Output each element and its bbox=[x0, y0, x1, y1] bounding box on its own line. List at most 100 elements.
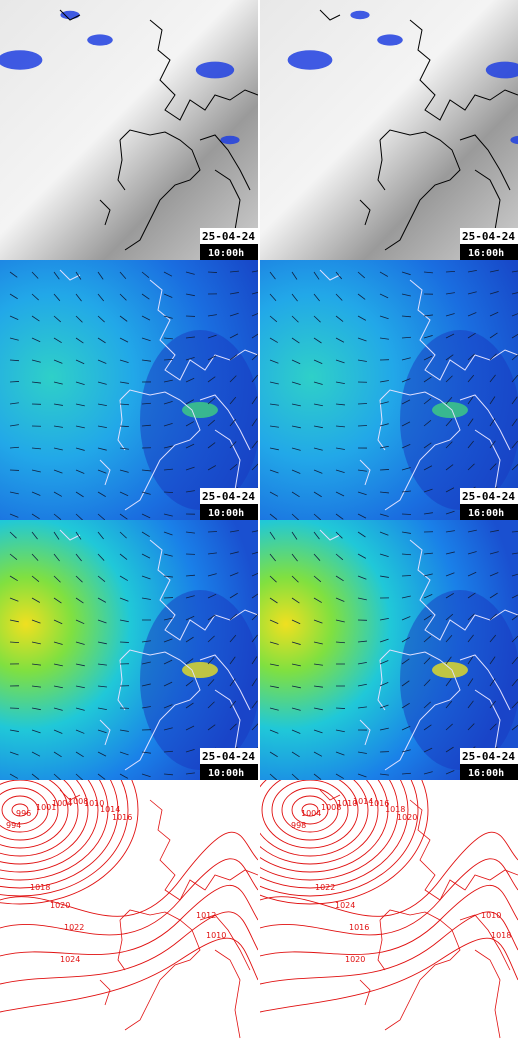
wind-arrow bbox=[445, 354, 454, 361]
wind-arrow bbox=[229, 592, 238, 599]
wind-arrow bbox=[251, 572, 258, 577]
wind-arrow bbox=[489, 291, 499, 295]
wind-arrow bbox=[53, 531, 60, 540]
wind-arrow bbox=[97, 575, 106, 582]
wind-arrow bbox=[467, 312, 477, 317]
wind-arrow bbox=[141, 337, 151, 342]
wind-arrow bbox=[185, 377, 195, 383]
wind-arrow bbox=[467, 592, 476, 599]
wind-arrow bbox=[445, 723, 453, 731]
wind-arrow bbox=[251, 463, 258, 471]
wind-arrow bbox=[511, 552, 518, 555]
wind-arrow bbox=[53, 491, 63, 497]
wind-arrow bbox=[53, 271, 60, 280]
wind-arrow bbox=[31, 619, 41, 624]
isobar bbox=[0, 937, 258, 1013]
wind-arrow bbox=[335, 707, 346, 709]
wind-arrow bbox=[401, 513, 412, 515]
wind-panel: 25-04-24 16:00h bbox=[260, 520, 518, 780]
wind-arrow bbox=[75, 663, 85, 667]
isobar bbox=[271, 780, 349, 841]
wind-arrow bbox=[31, 381, 41, 384]
wind-arrow bbox=[185, 466, 195, 471]
wind-arrow bbox=[291, 425, 301, 429]
wind-arrow bbox=[291, 773, 299, 780]
date-label: 25-04-24 bbox=[202, 230, 255, 243]
wind-arrow bbox=[97, 271, 104, 280]
wind-arrow bbox=[379, 491, 389, 494]
wind-arrow bbox=[229, 292, 239, 295]
wind-arrow bbox=[313, 293, 320, 302]
wind-arrow bbox=[141, 402, 152, 405]
wind-arrow bbox=[141, 513, 151, 519]
wind-arrow bbox=[163, 422, 173, 427]
wind-arrow bbox=[97, 531, 104, 540]
wind-arrow bbox=[379, 617, 389, 621]
wind-arrow bbox=[31, 315, 40, 322]
wind-arrow bbox=[335, 575, 344, 582]
wind-arrow bbox=[119, 553, 128, 560]
wind-arrow bbox=[97, 751, 107, 757]
wind-arrow bbox=[75, 773, 83, 780]
isobar-label: 1001 bbox=[36, 803, 56, 812]
wind-arrow bbox=[335, 271, 343, 280]
wind-arrow bbox=[251, 374, 258, 383]
wind-arrow bbox=[31, 773, 40, 780]
wind-arrow bbox=[467, 634, 474, 643]
wind-arrow bbox=[489, 678, 496, 687]
wind-arrow bbox=[53, 359, 63, 364]
wind-arrow bbox=[185, 658, 194, 665]
time-label: 10:00h bbox=[208, 508, 244, 519]
wind-arrow bbox=[97, 469, 107, 474]
isobar-label: 1004 bbox=[301, 809, 321, 818]
wind-arrow bbox=[75, 619, 85, 625]
wind-arrow bbox=[445, 700, 453, 709]
wind-arrow bbox=[9, 641, 20, 643]
wind-arrow bbox=[357, 706, 367, 709]
wind-panel: 25-04-24 10:00h bbox=[0, 520, 258, 780]
wind-arrow bbox=[291, 531, 298, 540]
wind-arrow bbox=[357, 773, 367, 778]
wind-arrow bbox=[229, 375, 237, 383]
wind-arrow bbox=[379, 423, 389, 427]
wind-arrow bbox=[229, 312, 239, 317]
wind-arrow bbox=[401, 271, 411, 276]
wind-arrow bbox=[97, 337, 106, 344]
wind-arrow bbox=[511, 396, 518, 405]
wind-arrow bbox=[489, 440, 496, 449]
wind-arrow bbox=[269, 773, 277, 780]
isobar bbox=[260, 780, 429, 905]
wind-arrow bbox=[119, 425, 130, 428]
wind-arrow bbox=[269, 707, 279, 711]
wind-arrow bbox=[291, 381, 301, 385]
wind-arrow bbox=[207, 635, 215, 643]
wind-arrow bbox=[379, 660, 389, 665]
wind-arrow bbox=[423, 552, 433, 555]
precip-cell bbox=[0, 50, 43, 70]
wind-arrow bbox=[229, 464, 238, 471]
wind-arrow bbox=[251, 312, 258, 317]
wind-arrow bbox=[379, 293, 389, 299]
wind-arrow bbox=[445, 572, 455, 577]
wind-arrow bbox=[141, 773, 151, 778]
wind-arrow bbox=[489, 418, 496, 427]
time-box bbox=[460, 764, 518, 780]
wind-arrow bbox=[229, 354, 238, 361]
wind-arrow bbox=[291, 315, 299, 323]
wind-arrow bbox=[445, 551, 455, 555]
wind-arrow bbox=[335, 293, 343, 301]
wind-arrow bbox=[291, 553, 298, 562]
wind-band bbox=[182, 402, 218, 418]
isobar-label: 1004 bbox=[52, 799, 72, 808]
wind-arrow bbox=[313, 381, 323, 385]
isobar bbox=[1, 795, 39, 825]
time-label: 10:00h bbox=[208, 248, 244, 259]
wind-arrow bbox=[379, 337, 389, 340]
wind-arrow bbox=[445, 530, 455, 533]
wind-arrow bbox=[269, 751, 278, 758]
wind-arrow bbox=[291, 403, 301, 407]
wind-arrow bbox=[163, 638, 173, 643]
wind-arrow bbox=[445, 678, 452, 687]
isobar bbox=[11, 803, 29, 817]
isobar-label: 1010 bbox=[84, 799, 104, 808]
